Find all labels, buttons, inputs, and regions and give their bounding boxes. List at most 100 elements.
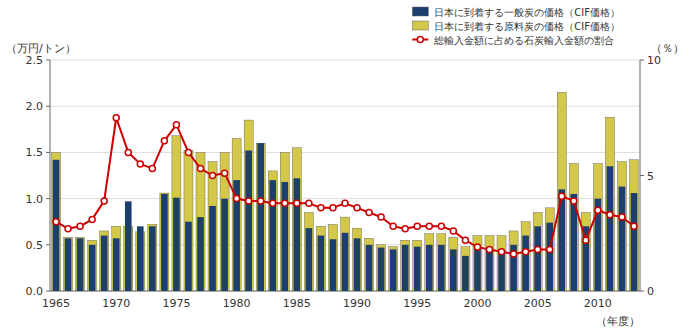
- line-marker: [318, 205, 324, 211]
- line-marker: [511, 251, 517, 257]
- bar-series: [52, 92, 639, 291]
- line-marker: [462, 237, 468, 243]
- bar: [449, 237, 458, 291]
- line-marker: [246, 198, 252, 204]
- bar: [425, 234, 434, 291]
- line-marker: [390, 223, 396, 229]
- bar: [593, 163, 602, 291]
- line-marker: [330, 205, 336, 211]
- line-marker: [198, 166, 204, 172]
- grid-line: [50, 152, 640, 153]
- bar: [595, 199, 602, 291]
- bar: [413, 240, 422, 291]
- bar: [161, 194, 168, 291]
- bar: [534, 226, 541, 291]
- bar-series: [53, 143, 638, 291]
- bar: [113, 238, 120, 291]
- line-marker: [294, 200, 300, 206]
- bar: [353, 228, 362, 291]
- bar: [64, 237, 73, 291]
- tick-label: 1980: [223, 297, 251, 310]
- bar: [281, 182, 288, 291]
- bar: [631, 193, 638, 291]
- bar: [88, 240, 97, 291]
- legend-label: 日本に到着する原料炭の価格（CIF価格）: [434, 21, 620, 32]
- tick-mark: [46, 291, 50, 292]
- line-marker: [306, 200, 312, 206]
- bar: [100, 231, 109, 291]
- bar: [294, 178, 301, 291]
- bar: [304, 212, 313, 291]
- bar: [53, 160, 60, 291]
- line-marker: [210, 173, 216, 179]
- line-marker: [366, 209, 372, 215]
- bar: [233, 180, 240, 291]
- bar: [306, 228, 313, 291]
- tick-mark: [46, 244, 50, 245]
- tick-label: 5: [647, 170, 654, 183]
- line-marker: [378, 214, 384, 220]
- bar: [619, 187, 626, 291]
- line-marker: [222, 170, 228, 176]
- bar: [437, 234, 446, 291]
- bar: [172, 136, 181, 291]
- bar: [245, 151, 252, 291]
- line-marker: [607, 212, 613, 218]
- bar: [148, 224, 157, 291]
- legend-label: 総輸入金額に占める石炭輸入金額の割合: [433, 35, 614, 46]
- bar: [318, 236, 325, 291]
- tick-label: 0.0: [26, 285, 44, 298]
- line-marker: [438, 223, 444, 229]
- bar: [617, 162, 626, 291]
- axes: 0.00.51.01.52.02.50510196519701975198019…: [26, 54, 662, 310]
- line-marker: [571, 198, 577, 204]
- grid-line: [50, 106, 640, 107]
- bar: [605, 117, 614, 291]
- line-marker: [65, 226, 71, 232]
- line-marker: [161, 138, 167, 144]
- grid: [50, 60, 640, 291]
- bar: [197, 217, 204, 291]
- bar: [232, 139, 241, 291]
- bar: [569, 163, 578, 291]
- line-marker: [137, 161, 143, 167]
- bar: [89, 245, 96, 291]
- bar: [149, 226, 156, 291]
- bar: [510, 245, 517, 291]
- bar: [497, 236, 506, 291]
- line-marker: [101, 198, 107, 204]
- bar: [546, 223, 553, 291]
- bar: [257, 143, 264, 291]
- bar: [221, 199, 228, 291]
- bar: [65, 238, 72, 291]
- line-marker: [523, 249, 529, 255]
- bar: [125, 201, 132, 291]
- tick-label: 0.5: [26, 239, 44, 252]
- bar: [316, 226, 325, 291]
- line-marker: [234, 196, 240, 202]
- bar: [522, 236, 529, 291]
- bar: [521, 222, 530, 291]
- grid-line: [50, 198, 640, 199]
- chart: 0.00.51.01.52.02.50510196519701975198019…: [0, 0, 690, 333]
- line-marker: [486, 246, 492, 252]
- bar: [462, 256, 469, 291]
- bar: [101, 236, 108, 291]
- bar: [173, 198, 180, 291]
- bar: [209, 206, 216, 291]
- bar: [485, 236, 494, 291]
- line-marker: [426, 223, 432, 229]
- line-marker: [125, 149, 131, 155]
- line-marker: [619, 214, 625, 220]
- bar: [486, 248, 493, 291]
- legend-swatch: [412, 7, 428, 16]
- tick-mark: [46, 152, 50, 153]
- tick-label: 1990: [343, 297, 371, 310]
- bar: [196, 152, 205, 291]
- tick-label: 10: [647, 54, 661, 67]
- line-marker: [631, 223, 637, 229]
- bar: [342, 233, 349, 291]
- tick-label: 1.5: [26, 146, 44, 159]
- tick-mark: [640, 175, 644, 176]
- tick-mark: [640, 291, 644, 292]
